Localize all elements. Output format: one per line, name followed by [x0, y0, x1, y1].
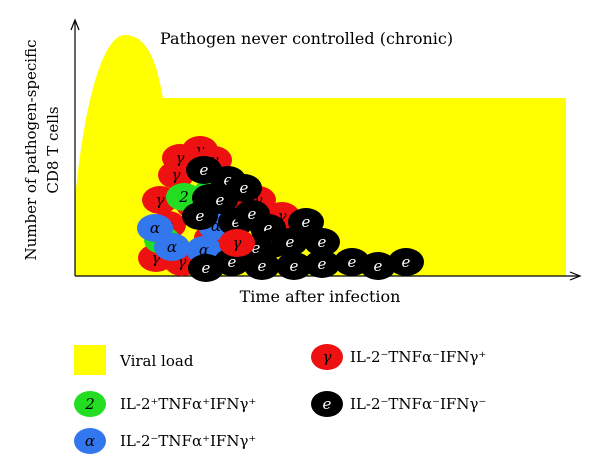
- svg-text:e: e: [258, 257, 267, 275]
- svg-text:e: e: [248, 205, 257, 223]
- svg-text:e: e: [290, 257, 299, 275]
- svg-text:e: e: [286, 233, 295, 251]
- t-cell-exhausted: e: [360, 252, 396, 280]
- svg-text:e: e: [224, 171, 233, 189]
- svg-text:e: e: [302, 213, 311, 231]
- svg-text:e: e: [318, 255, 327, 273]
- svg-text:γ: γ: [196, 141, 205, 159]
- legend-exhausted-cell: e: [311, 391, 343, 417]
- t-cell-exhausted: e: [202, 186, 238, 214]
- t-cell-exhausted: e: [272, 228, 308, 256]
- y-axis-label-line1: Number of pathogen-specific: [22, 39, 40, 260]
- t-cell-exhausted: e: [388, 248, 424, 276]
- svg-text:e: e: [240, 179, 249, 197]
- svg-text:γ: γ: [278, 207, 287, 225]
- svg-text:γ: γ: [178, 253, 187, 271]
- svg-text:e: e: [318, 233, 327, 251]
- legend-ifn-icon: γ: [311, 344, 343, 370]
- svg-text:γ: γ: [176, 149, 185, 167]
- svg-text:e: e: [323, 395, 332, 413]
- legend-il2-cell: 2: [74, 391, 106, 417]
- legend-viral-load-swatch: [74, 345, 106, 375]
- t-cell-exhausted: e: [244, 252, 280, 280]
- t-cell-exhausted: e: [186, 156, 222, 184]
- legend-ifn-label: IL-2⁻TNFα⁻IFNγ⁺: [350, 348, 486, 366]
- svg-text:e: e: [374, 257, 383, 275]
- t-cell-cluster: γγγγγγγγγγγγγ222ααααeeeeeeeeeeeeeeeeeeee…: [137, 136, 424, 282]
- svg-text:2: 2: [178, 188, 189, 206]
- t-cell-exhausted: e: [304, 250, 340, 278]
- svg-text:e: e: [228, 253, 237, 271]
- legend: Viral load 2 IL-2⁺TNFα⁺IFNγ⁺ α IL-2⁻TNFα…: [74, 344, 486, 454]
- svg-text:α: α: [167, 238, 177, 256]
- legend-tnf-cell: α: [74, 428, 106, 454]
- legend-il2-label: IL-2⁺TNFα⁺IFNγ⁺: [120, 395, 256, 413]
- legend-tnf-icon: α: [74, 428, 106, 454]
- svg-text:e: e: [232, 213, 241, 231]
- svg-text:e: e: [200, 161, 209, 179]
- svg-text:e: e: [402, 253, 411, 271]
- legend-exhausted-label: IL-2⁻TNFα⁻IFNγ⁻: [350, 395, 486, 413]
- legend-ifn-cell: γ: [311, 344, 343, 370]
- t-cell-tnf_pos: α: [154, 233, 190, 261]
- t-cell-ifn_only: γ: [219, 229, 255, 257]
- svg-text:α: α: [85, 432, 95, 450]
- x-axis-arrow: [569, 271, 582, 281]
- t-cell-exhausted: e: [188, 254, 224, 282]
- y-axis-label: Number of pathogen-specific CD8 T cells: [22, 39, 62, 260]
- svg-text:γ: γ: [254, 191, 263, 209]
- svg-text:α: α: [150, 219, 160, 237]
- legend-viral-load-label: Viral load: [119, 352, 194, 370]
- diagram-title: Pathogen never controlled (chronic): [160, 29, 453, 48]
- legend-il2-icon: 2: [74, 391, 106, 417]
- svg-text:e: e: [348, 253, 357, 271]
- svg-text:γ: γ: [156, 191, 165, 209]
- svg-text:e: e: [252, 239, 261, 257]
- svg-text:e: e: [202, 259, 211, 277]
- t-cell-exhausted: e: [288, 208, 324, 236]
- svg-text:α: α: [199, 241, 209, 259]
- svg-text:e: e: [216, 191, 225, 209]
- svg-text:e: e: [264, 219, 273, 237]
- legend-tnf-label: IL-2⁻TNFα⁺IFNγ⁺: [120, 432, 256, 450]
- t-cell-exhausted: e: [304, 228, 340, 256]
- svg-text:γ: γ: [323, 348, 332, 366]
- y-axis-arrow: [70, 18, 80, 31]
- svg-text:α: α: [211, 217, 221, 235]
- legend-exhausted-icon: e: [311, 391, 343, 417]
- svg-text:2: 2: [84, 395, 95, 413]
- y-axis-label-line2: CD8 T cells: [44, 106, 62, 193]
- x-axis-label: Time after infection: [240, 287, 401, 306]
- svg-text:γ: γ: [172, 166, 181, 184]
- svg-text:γ: γ: [152, 249, 161, 267]
- svg-text:e: e: [196, 207, 205, 225]
- svg-text:γ: γ: [233, 234, 242, 252]
- t-cell-exhausted: e: [276, 252, 312, 280]
